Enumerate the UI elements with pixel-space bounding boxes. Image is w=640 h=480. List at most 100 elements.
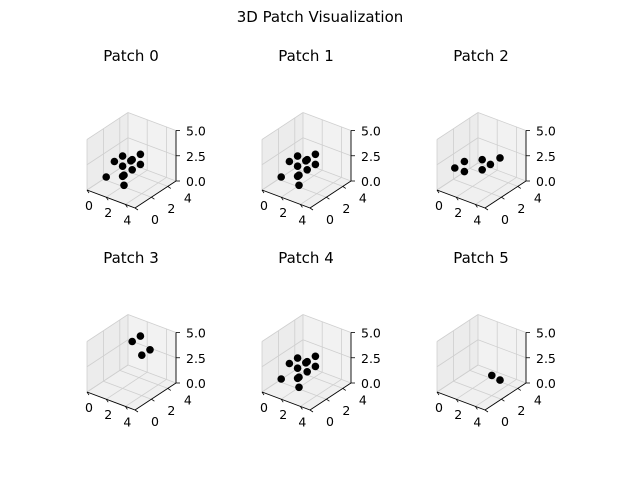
y-axis-line xyxy=(134,180,177,209)
x-tick-mark xyxy=(280,398,284,403)
grid-line xyxy=(477,364,527,384)
data-point xyxy=(110,157,119,166)
y-axis-line xyxy=(484,180,527,209)
grid-line xyxy=(469,370,518,389)
data-point xyxy=(488,371,496,380)
data-point xyxy=(285,359,294,368)
grid-line xyxy=(86,339,129,368)
grid-line xyxy=(477,339,527,359)
grid-line xyxy=(86,364,129,393)
data-point xyxy=(285,157,294,166)
z-tick-label: 0.0 xyxy=(536,376,556,391)
data-point xyxy=(136,332,145,340)
data-point xyxy=(311,352,320,361)
grid-lines xyxy=(436,112,527,209)
data-point xyxy=(293,162,302,170)
grid-line xyxy=(127,137,177,157)
grid-line xyxy=(453,380,502,400)
subplot-title: Patch 2 xyxy=(453,47,509,65)
x-tick-label: 4 xyxy=(473,414,481,429)
z-tick-label: 2.5 xyxy=(186,351,206,366)
x-tick-label: 0 xyxy=(85,198,93,213)
y-tick-mark xyxy=(517,388,522,391)
grid-line xyxy=(475,177,517,205)
x-tick-label: 0 xyxy=(435,400,443,415)
grid-line xyxy=(125,379,167,407)
x-axis-line xyxy=(86,189,136,209)
x-tick-label: 4 xyxy=(473,212,481,227)
x-tick-mark xyxy=(261,189,265,194)
grid-line xyxy=(455,169,498,198)
data-points xyxy=(277,150,320,190)
y-tick-mark xyxy=(342,388,347,391)
data-point xyxy=(451,164,459,172)
data-points xyxy=(102,150,145,190)
y-tick-label: 2 xyxy=(342,403,350,418)
data-point xyxy=(102,173,110,181)
x-tick-mark xyxy=(475,406,478,410)
data-points xyxy=(128,332,154,360)
subplot-title: Patch 5 xyxy=(453,249,509,267)
x-tick-label: 0 xyxy=(435,198,443,213)
y-tick-label: 2 xyxy=(167,201,175,216)
y-tick-mark xyxy=(309,409,314,413)
subplot-title: Patch 3 xyxy=(103,249,159,267)
data-points xyxy=(451,154,504,176)
y-tick-mark xyxy=(517,186,522,189)
x-tick-label: 2 xyxy=(454,407,462,422)
x-tick-mark xyxy=(86,189,90,194)
subplot-title: Patch 1 xyxy=(278,47,334,65)
data-point xyxy=(138,351,146,360)
y-tick-mark xyxy=(326,196,330,200)
data-point xyxy=(293,152,302,160)
grid-line xyxy=(127,112,177,131)
data-point xyxy=(460,157,469,166)
grid-line xyxy=(302,339,352,359)
y-axis-line xyxy=(309,382,352,411)
data-point xyxy=(478,155,487,164)
z-tick-label: 0.0 xyxy=(186,174,206,189)
x-tick-mark xyxy=(125,406,128,410)
x-axis-line xyxy=(86,391,136,411)
data-point xyxy=(295,383,303,392)
grid-line xyxy=(436,137,479,166)
z-tick-label: 2.5 xyxy=(361,149,381,164)
y-tick-mark xyxy=(151,196,155,200)
subplot-title: Patch 4 xyxy=(278,249,334,267)
floor-pane xyxy=(437,365,526,410)
grid-lines xyxy=(436,314,527,411)
x-tick-mark xyxy=(125,204,128,208)
data-point xyxy=(146,346,154,354)
grid-line xyxy=(103,380,152,400)
x-tick-mark xyxy=(300,406,303,410)
y-tick-label: 4 xyxy=(534,392,542,407)
grid-line xyxy=(103,178,152,198)
y-tick-mark xyxy=(309,207,314,211)
x-tick-mark xyxy=(86,391,90,396)
data-point xyxy=(311,362,320,371)
x-tick-label: 2 xyxy=(104,407,112,422)
x-tick-label: 0 xyxy=(260,198,268,213)
grid-line xyxy=(302,364,352,384)
grid-line xyxy=(261,314,304,342)
data-points xyxy=(277,352,320,392)
z-tick-label: 0.0 xyxy=(361,376,381,391)
z-tick-label: 5.0 xyxy=(536,326,556,341)
data-points xyxy=(488,371,504,384)
grid-line xyxy=(477,162,527,182)
grid-line xyxy=(278,178,327,198)
grid-line xyxy=(127,162,177,182)
grid-line xyxy=(119,370,168,389)
x-tick-label: 2 xyxy=(104,205,112,220)
x-tick-label: 4 xyxy=(123,414,131,429)
grid-line xyxy=(436,112,479,140)
grid-line xyxy=(127,314,177,333)
grid-line xyxy=(477,112,527,131)
floor-pane xyxy=(437,163,526,208)
z-tick-label: 5.0 xyxy=(361,124,381,139)
y-tick-mark xyxy=(484,207,489,211)
y-tick-mark xyxy=(167,388,172,391)
